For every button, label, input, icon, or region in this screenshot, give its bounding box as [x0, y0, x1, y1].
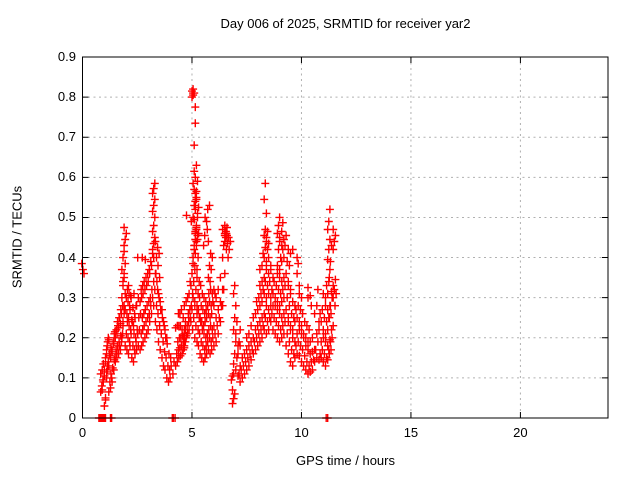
- y-tick-label: 0.4: [57, 249, 76, 265]
- x-axis-label: GPS time / hours: [296, 453, 395, 468]
- y-tick-label: 0.7: [57, 129, 76, 145]
- y-tick-label: 0.1: [57, 369, 76, 385]
- x-tick-label: 10: [294, 425, 309, 440]
- x-tick-label: 5: [188, 425, 196, 440]
- y-tick-label: 0.3: [57, 289, 76, 305]
- scatter-points: [77, 85, 341, 422]
- y-tick-label: 0: [68, 410, 76, 425]
- y-tick-label: 0.9: [57, 49, 76, 64]
- grid-lines: [82, 57, 608, 418]
- x-tick-label: 0: [78, 425, 87, 440]
- axis-ticks: [82, 56, 608, 419]
- y-tick-label: 0.6: [57, 169, 76, 185]
- y-tick-label: 0.8: [57, 89, 76, 105]
- x-tick-label: 20: [513, 425, 528, 440]
- x-tick-label: 15: [403, 425, 419, 440]
- y-tick-label: 0.2: [57, 329, 76, 345]
- y-tick-label: 0.5: [57, 209, 76, 225]
- chart-title: Day 006 of 2025, SRMTID for receiver yar…: [220, 16, 471, 31]
- plot-border: [82, 56, 609, 419]
